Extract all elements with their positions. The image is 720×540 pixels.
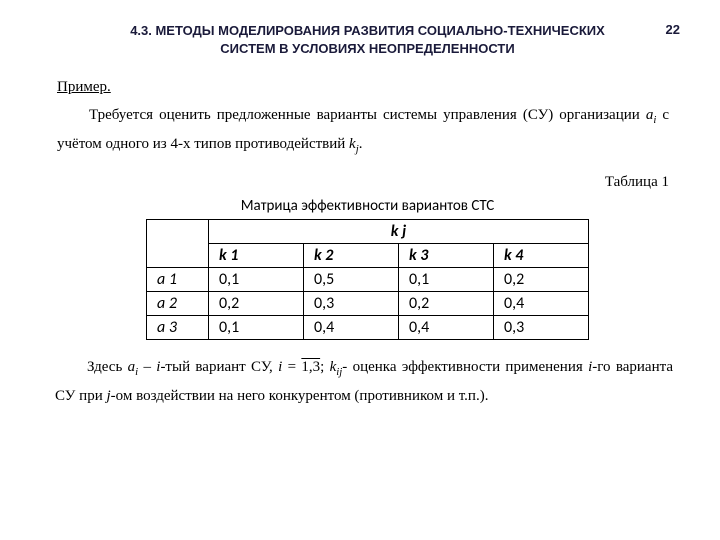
table-number-label: Таблица 1 [57,174,669,191]
task-text-3: . [359,136,363,152]
explain-text-4: ; [320,359,330,375]
page-number: 22 [666,22,680,37]
corner-cell [147,220,209,268]
cell: 0,2 [399,292,494,316]
explain-text-1: Здесь [87,359,128,375]
explain-irange-val: 1,3 [301,359,320,375]
explanation-paragraph: Здесь ai – i-тый вариант СУ, i = 1,3; ki… [55,354,673,411]
cell: 0,4 [399,316,494,340]
explain-ai: a [128,359,136,375]
table-title: Матрица эффективности вариантов СТС [118,197,618,215]
efficiency-matrix-wrap: k j k 1 k 2 k 3 k 4 a 1 0,1 0,5 0,1 0,2 … [55,219,680,340]
cell: 0,3 [304,292,399,316]
cell: 0,2 [494,268,589,292]
explain-irange-eq: = [282,359,301,375]
col-header-k1: k 1 [209,244,304,268]
section-heading: 4.3. МЕТОДЫ МОДЕЛИРОВАНИЯ РАЗВИТИЯ СОЦИА… [78,22,658,57]
explain-text-2: – [138,359,156,375]
cell: 0,2 [209,292,304,316]
table-row: a 3 0,1 0,4 0,4 0,3 [147,316,589,340]
cell: 0,4 [494,292,589,316]
cell: 0,5 [304,268,399,292]
row-header-a3: a 3 [147,316,209,340]
explain-text-3: -тый вариант СУ, [160,359,278,375]
heading-line-2: СИСТЕМ В УСЛОВИЯХ НЕОПРЕДЕЛЕННОСТИ [220,41,514,56]
cell: 0,1 [209,268,304,292]
row-header-a1: a 1 [147,268,209,292]
row-header-a2: a 2 [147,292,209,316]
task-text-1: Требуется оценить предложенные варианты … [89,107,646,123]
cell: 0,1 [209,316,304,340]
explain-text-7: -ом воздействии на него конкурентом (про… [111,388,489,404]
cell: 0,4 [304,316,399,340]
col-header-k3: k 3 [399,244,494,268]
task-kj-var: k [349,136,356,152]
explain-text-5: - оценка эффективности применения [342,359,588,375]
table-header-row-1: k j [147,220,589,244]
col-header-k4: k 4 [494,244,589,268]
col-header-main: k j [209,220,589,244]
example-label: Пример. [57,79,680,96]
task-paragraph: Требуется оценить предложенные варианты … [57,102,669,160]
table-header-row-2: k 1 k 2 k 3 k 4 [147,244,589,268]
heading-line-1: 4.3. МЕТОДЫ МОДЕЛИРОВАНИЯ РАЗВИТИЯ СОЦИА… [130,23,605,38]
efficiency-matrix: k j k 1 k 2 k 3 k 4 a 1 0,1 0,5 0,1 0,2 … [146,219,589,340]
table-row: a 2 0,2 0,3 0,2 0,4 [147,292,589,316]
table-row: a 1 0,1 0,5 0,1 0,2 [147,268,589,292]
col-header-k2: k 2 [304,244,399,268]
page: 22 4.3. МЕТОДЫ МОДЕЛИРОВАНИЯ РАЗВИТИЯ СО… [0,0,720,540]
cell: 0,3 [494,316,589,340]
cell: 0,1 [399,268,494,292]
